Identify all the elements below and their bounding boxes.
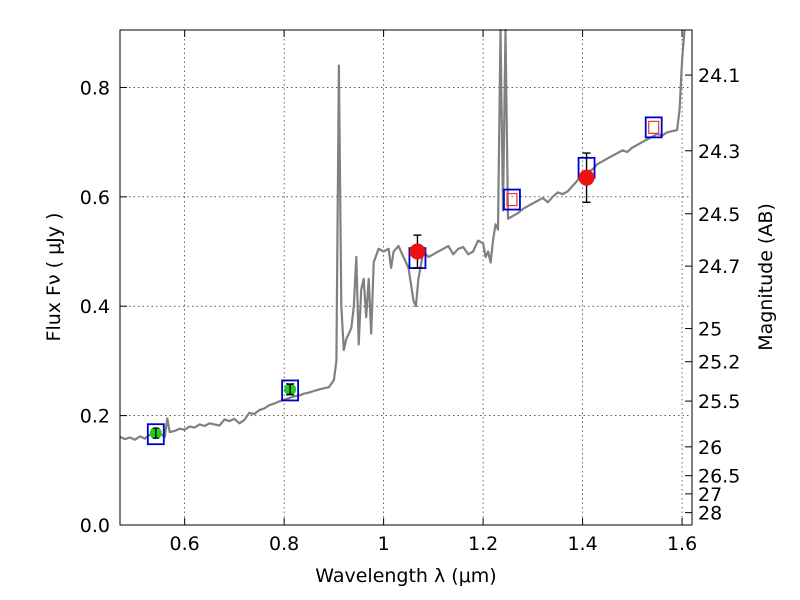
y2-tick-label: 25.5	[698, 391, 740, 413]
photometry-point-red	[578, 169, 595, 186]
photometry-layer	[146, 116, 663, 446]
upper-limit-marker	[648, 120, 660, 134]
axis-ticks: 0.6 0.8 1 1.2 1.4 1.6 0.0 0.2 0.4 0.6 0.8 24.1 24.3 2…	[80, 30, 740, 555]
y2-tick-label: 26	[698, 437, 722, 459]
y2-tick-label: 27	[698, 484, 722, 506]
x-tick-label: 1.2	[468, 533, 498, 555]
synthetic-box	[503, 188, 521, 211]
grid-lines	[120, 30, 692, 526]
y-tick-label: 0.0	[80, 515, 110, 537]
photometry-point-red	[409, 243, 426, 260]
y-tick-label: 0.6	[80, 187, 110, 209]
y2-axis-label: Magnitude (AB)	[755, 203, 777, 351]
upper-limit-marker	[506, 192, 518, 207]
y-tick-label: 0.2	[80, 406, 110, 428]
x-tick-label: 1.6	[667, 533, 697, 555]
y2-tick-label: 24.5	[698, 204, 740, 226]
y2-tick-label: 24.7	[698, 256, 740, 278]
y2-tick-label: 28	[698, 503, 722, 525]
y2-tick-label: 24.1	[698, 65, 740, 87]
spectrum-layer	[119, 28, 686, 441]
y2-tick-label: 24.3	[698, 141, 740, 163]
y2-tick-label: 25	[698, 319, 722, 341]
y2-tick-label: 26.5	[698, 466, 740, 488]
y-axis-label: Flux Fν ( μJy )	[43, 213, 65, 342]
synthetic-box	[281, 379, 300, 402]
x-axis-label: Wavelength λ (μm)	[315, 565, 496, 587]
spectrum-line	[119, 28, 686, 441]
y-tick-label: 0.4	[80, 296, 110, 318]
synthetic-box	[146, 423, 165, 446]
plot-frame	[119, 29, 693, 526]
y-tick-label: 0.8	[80, 77, 110, 99]
x-tick-label: 0.8	[269, 533, 299, 555]
y2-tick-label: 25.2	[698, 352, 740, 374]
synthetic-box	[644, 116, 663, 139]
x-tick-label: 0.6	[170, 533, 200, 555]
x-tick-label: 1.4	[567, 533, 597, 555]
x-tick-label: 1	[378, 533, 390, 555]
